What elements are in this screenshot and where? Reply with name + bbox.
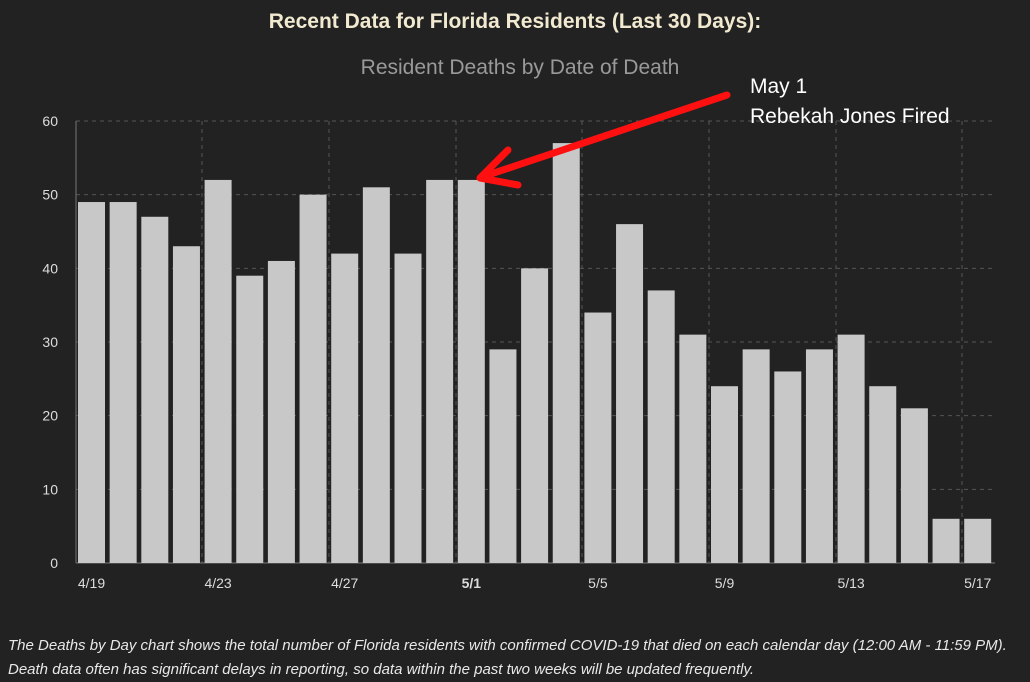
bar-5/1 — [457, 179, 485, 563]
x-tick-label: 4/19 — [78, 575, 105, 591]
annotation-text: Rebekah Jones Fired — [750, 105, 950, 128]
bar-4/27 — [331, 253, 359, 563]
bar-5/16 — [932, 518, 960, 563]
bar-4/25 — [267, 260, 295, 563]
y-tick-label: 60 — [42, 113, 58, 129]
y-tick-label: 50 — [42, 187, 58, 203]
bar-5/5 — [584, 312, 612, 563]
bar-5/8 — [679, 334, 707, 563]
x-tick-label: 5/9 — [715, 575, 735, 591]
bar-4/22 — [172, 246, 200, 563]
bar-4/29 — [394, 253, 422, 563]
x-tick-label: 5/17 — [964, 575, 991, 591]
bar-5/9 — [711, 386, 738, 563]
x-tick-label: 5/5 — [588, 575, 608, 591]
bar-4/26 — [299, 194, 327, 563]
y-tick-label: 20 — [42, 408, 58, 424]
bar-5/4 — [552, 143, 580, 563]
bar-5/7 — [647, 290, 675, 563]
y-tick-label: 0 — [50, 555, 58, 571]
bar-5/17 — [964, 518, 992, 563]
bar-4/30 — [426, 179, 454, 563]
bar-5/6 — [616, 224, 644, 563]
bar-5/3 — [521, 268, 549, 563]
bar-5/15 — [900, 408, 928, 563]
y-tick-label: 10 — [42, 481, 58, 497]
bar-4/21 — [141, 216, 169, 563]
bar-5/11 — [774, 371, 802, 563]
bar-5/14 — [869, 386, 897, 563]
y-tick-label: 30 — [42, 334, 58, 350]
bar-5/12 — [805, 349, 833, 563]
bar-4/20 — [109, 202, 137, 564]
page-title: Recent Data for Florida Residents (Last … — [268, 10, 762, 33]
x-tick-label: 5/1 — [462, 575, 482, 591]
bar-5/13 — [837, 334, 865, 563]
bar-5/2 — [489, 349, 517, 563]
bar-5/10 — [742, 349, 770, 563]
arrow-head-icon — [476, 146, 522, 189]
x-tick-label: 4/27 — [331, 575, 358, 591]
chart-footnote: The Deaths by Day chart shows the total … — [8, 637, 1007, 678]
annotation: May 1 Rebekah Jones Fired — [750, 72, 950, 132]
bar-4/23 — [204, 179, 232, 563]
x-tick-label: 4/23 — [204, 575, 231, 591]
annotation-arrow — [478, 91, 731, 181]
bar-4/19 — [78, 202, 105, 564]
chart-title: Resident Deaths by Date of Death — [360, 56, 680, 79]
x-tick-label: 5/13 — [837, 575, 864, 591]
bar-4/24 — [236, 275, 264, 563]
annotation-date: May 1 — [750, 75, 808, 98]
bar-4/28 — [362, 187, 390, 564]
y-tick-label: 40 — [42, 260, 58, 276]
